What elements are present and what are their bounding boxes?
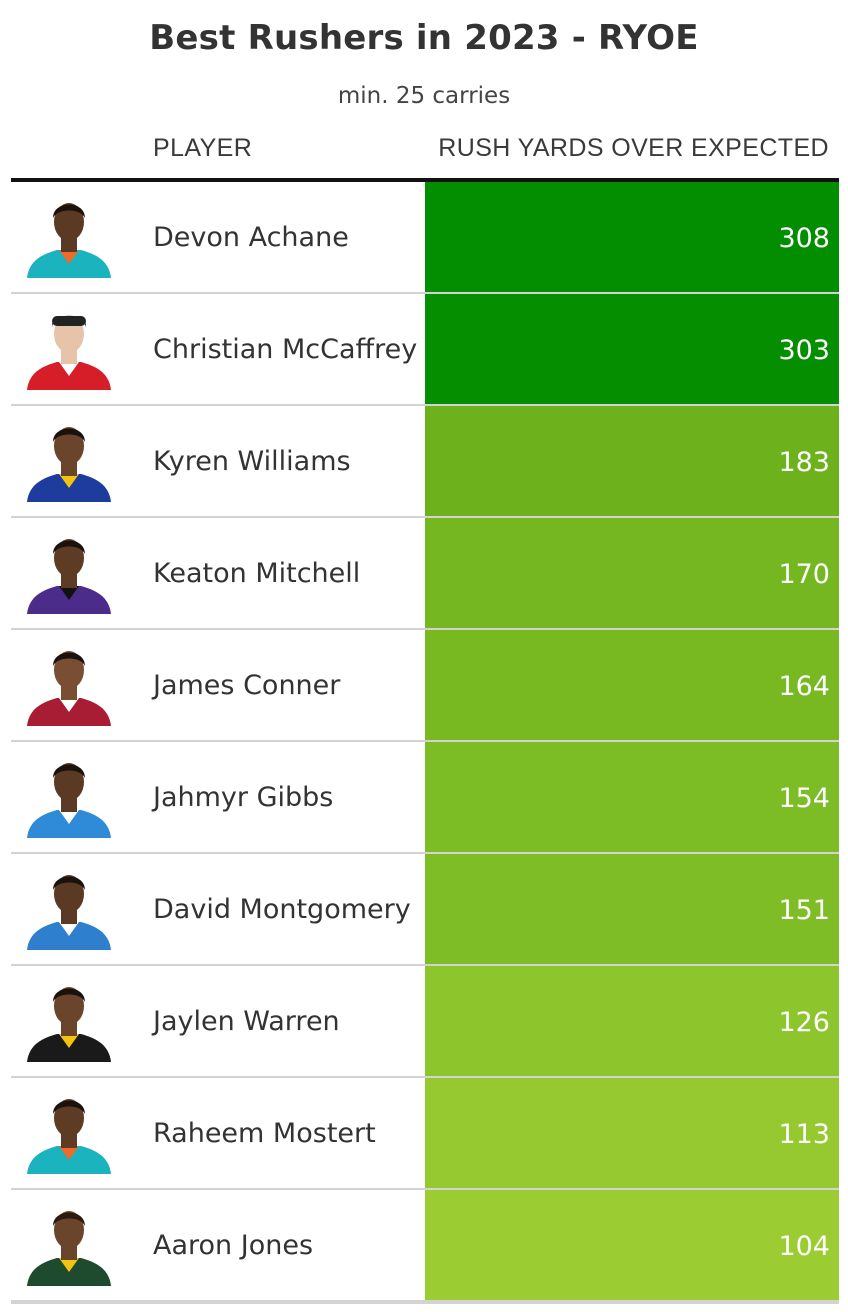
ryoe-cell: 126 — [425, 966, 839, 1076]
table-row: Jahmyr Gibbs 154 — [11, 742, 839, 854]
ryoe-value: 126 — [778, 1007, 830, 1038]
ryoe-value: 308 — [778, 223, 830, 254]
player-name: Raheem Mostert — [153, 1118, 376, 1149]
ryoe-value: 303 — [778, 335, 830, 366]
chart-title: Best Rushers in 2023 - RYOE — [149, 18, 699, 58]
column-header-player: PLAYER — [153, 134, 253, 162]
player-headshot — [27, 763, 111, 838]
player-headshot — [27, 1211, 111, 1286]
table-row: Aaron Jones 104 — [11, 1190, 839, 1304]
ryoe-value: 164 — [778, 671, 830, 702]
player-name: Kyren Williams — [153, 446, 351, 477]
table-row: Keaton Mitchell 170 — [11, 518, 839, 630]
player-name: Keaton Mitchell — [153, 558, 361, 589]
rushers-table: Devon Achane 308 Christian McCaffrey 303 Kyr… — [11, 182, 839, 1304]
table-row: Jaylen Warren 126 — [11, 966, 839, 1078]
header-rule — [11, 178, 839, 182]
player-name: Jahmyr Gibbs — [153, 782, 334, 813]
table-row: Christian McCaffrey 303 — [11, 294, 839, 406]
player-headshot — [27, 203, 111, 278]
ryoe-cell: 170 — [425, 518, 839, 628]
player-headshot — [27, 651, 111, 726]
ryoe-cell: 113 — [425, 1078, 839, 1188]
player-name: Christian McCaffrey — [153, 334, 418, 365]
ryoe-cell: 151 — [425, 854, 839, 964]
player-name: David Montgomery — [153, 894, 411, 925]
table-row: Kyren Williams 183 — [11, 406, 839, 518]
player-headshot — [27, 1099, 111, 1174]
player-headshot — [27, 875, 111, 950]
player-headshot — [27, 539, 111, 614]
player-name: Devon Achane — [153, 222, 349, 253]
ryoe-value: 154 — [778, 783, 830, 814]
ryoe-cell: 183 — [425, 406, 839, 516]
chart-subtitle: min. 25 carries — [337, 83, 511, 109]
ryoe-value: 170 — [778, 559, 830, 590]
ryoe-cell: 308 — [425, 182, 839, 292]
player-headshot — [27, 315, 111, 390]
player-name: Jaylen Warren — [153, 1006, 340, 1037]
column-header-rush-yards-over-expected: RUSH YARDS OVER EXPECTED — [438, 134, 829, 162]
table-row: James Conner 164 — [11, 630, 839, 742]
ryoe-value: 104 — [778, 1231, 830, 1262]
player-headshot — [27, 427, 111, 502]
ryoe-value: 183 — [778, 447, 830, 478]
player-name: James Conner — [153, 670, 341, 701]
ryoe-cell: 164 — [425, 630, 839, 740]
player-headshot — [27, 987, 111, 1062]
table-row: Devon Achane 308 — [11, 182, 839, 294]
ryoe-cell: 154 — [425, 742, 839, 852]
ryoe-value: 113 — [778, 1119, 830, 1150]
player-name: Aaron Jones — [153, 1230, 314, 1261]
ryoe-cell: 303 — [425, 294, 839, 404]
ryoe-cell: 104 — [425, 1190, 839, 1300]
table-row: Raheem Mostert 113 — [11, 1078, 839, 1190]
table-row: David Montgomery 151 — [11, 854, 839, 966]
ryoe-value: 151 — [778, 895, 830, 926]
